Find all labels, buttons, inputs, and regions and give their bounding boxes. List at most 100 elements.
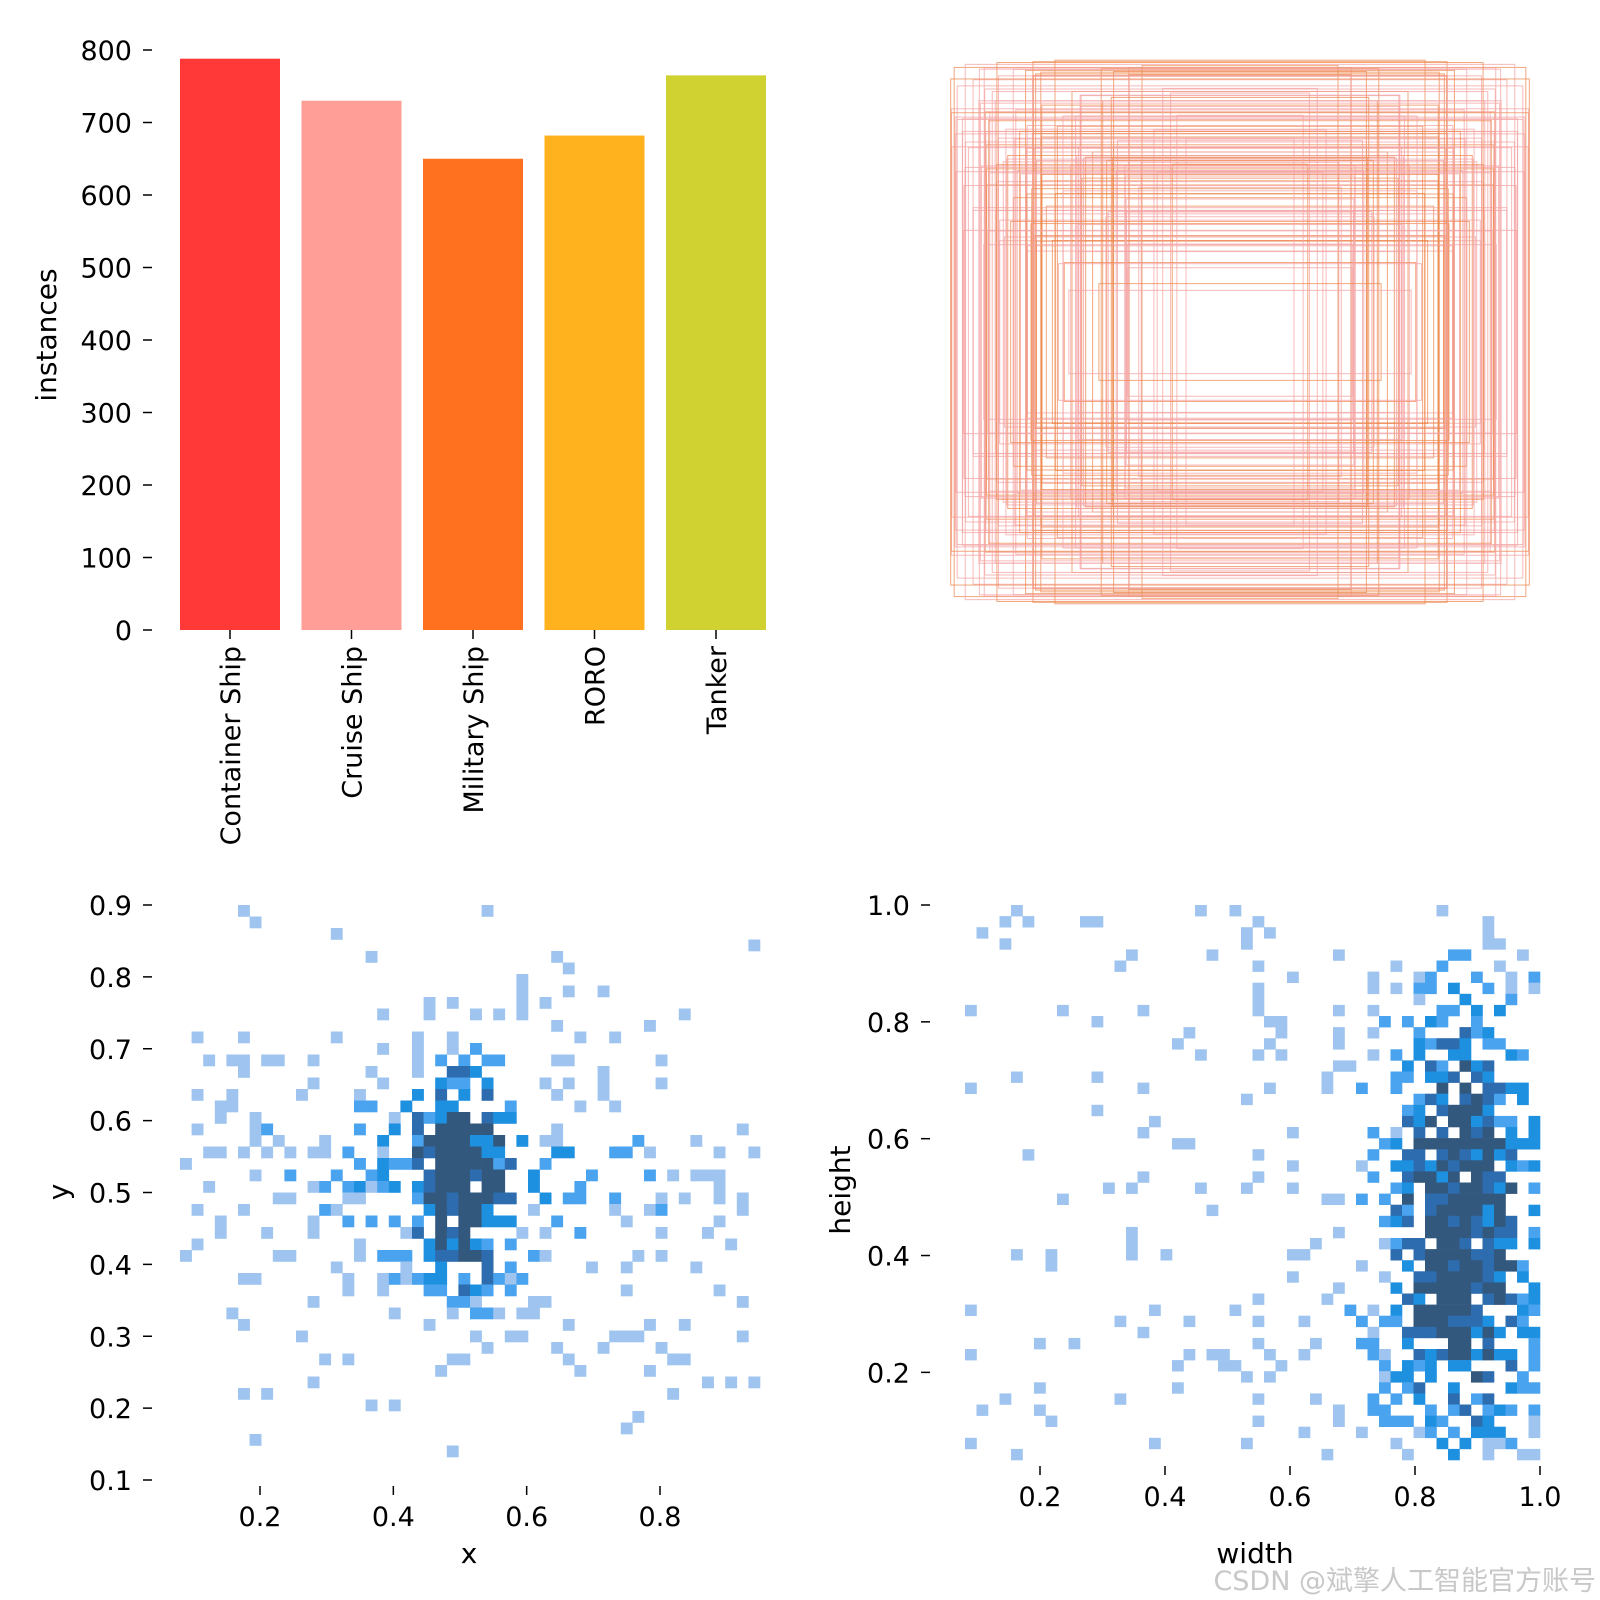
xy-cell-344 bbox=[655, 1054, 668, 1067]
wh-cell-18 bbox=[1034, 1404, 1046, 1416]
xy-cell-379 bbox=[748, 1376, 761, 1389]
xy-cell-107 bbox=[388, 1273, 401, 1285]
wh-cell-302 bbox=[1448, 1182, 1460, 1194]
xy-cell-249 bbox=[493, 1112, 506, 1124]
xy-cell-280 bbox=[528, 1204, 540, 1216]
wh-cell-247 bbox=[1425, 1271, 1437, 1283]
wh-cell-363 bbox=[1471, 1093, 1483, 1106]
wh-cell-248 bbox=[1425, 1282, 1437, 1294]
wh-cell-175 bbox=[1390, 1315, 1403, 1328]
xy-x-tick-label-2: 0.6 bbox=[505, 1502, 548, 1533]
wh-cell-311 bbox=[1448, 1282, 1460, 1294]
xy-cell-38 bbox=[261, 1227, 274, 1239]
wh-cell-132 bbox=[1356, 1426, 1368, 1439]
xy-cell-76 bbox=[354, 1100, 366, 1113]
wh-cell-402 bbox=[1482, 1149, 1495, 1161]
wh-cell-250 bbox=[1425, 1315, 1437, 1328]
xy-cell-311 bbox=[574, 1181, 587, 1193]
box-117 bbox=[956, 118, 1524, 546]
wh-cell-233 bbox=[1425, 1060, 1437, 1072]
xy-cell-137 bbox=[423, 1181, 436, 1193]
wh-cell-427 bbox=[1494, 938, 1506, 950]
xy-cell-2 bbox=[191, 1031, 204, 1044]
xy-cell-189 bbox=[458, 1066, 471, 1078]
xy-cell-256 bbox=[493, 1215, 506, 1228]
wh-cell-31 bbox=[1114, 960, 1127, 972]
wh-cell-131 bbox=[1356, 1337, 1368, 1350]
xy-cell-165 bbox=[435, 1365, 448, 1377]
wh-cell-372 bbox=[1471, 1193, 1483, 1205]
wh-cell-403 bbox=[1482, 1160, 1495, 1172]
wh-cell-138 bbox=[1367, 1127, 1380, 1139]
wh-x-tick-label-3: 0.8 bbox=[1394, 1482, 1437, 1513]
box-33 bbox=[1030, 223, 1450, 441]
xy-cell-22 bbox=[238, 1066, 250, 1078]
bar-x-tick-label-4: Tanker bbox=[702, 645, 733, 735]
xy-cell-122 bbox=[412, 1123, 424, 1136]
bar-x-tick-label-1: Cruise Ship bbox=[338, 646, 369, 799]
xy-cell-307 bbox=[562, 1319, 575, 1331]
wh-y-axis-label: height bbox=[824, 1145, 857, 1234]
box-55 bbox=[1025, 69, 1455, 595]
wh-cell-304 bbox=[1448, 1204, 1460, 1217]
wh-cell-351 bbox=[1459, 1326, 1472, 1339]
wh-cell-298 bbox=[1448, 1138, 1460, 1150]
wh-cell-118 bbox=[1333, 1060, 1345, 1072]
box-81 bbox=[1153, 129, 1327, 535]
xy-cell-346 bbox=[655, 1192, 668, 1205]
wh-cell-320 bbox=[1448, 1393, 1460, 1405]
xy-cell-9 bbox=[203, 1181, 216, 1193]
box-119 bbox=[1077, 224, 1403, 440]
wh-cell-218 bbox=[1413, 1271, 1426, 1283]
wh-cell-67 bbox=[1241, 927, 1253, 939]
wh-cell-395 bbox=[1482, 1071, 1495, 1083]
wh-cell-251 bbox=[1425, 1326, 1437, 1339]
xy-cell-114 bbox=[400, 1261, 413, 1274]
xy-cell-324 bbox=[609, 1146, 622, 1159]
box-107 bbox=[997, 137, 1483, 527]
xy-cell-236 bbox=[481, 1181, 494, 1193]
wh-cell-117 bbox=[1333, 1038, 1345, 1050]
xy-cell-338 bbox=[644, 1020, 656, 1032]
xy-cell-47 bbox=[284, 1250, 297, 1262]
wh-cell-509 bbox=[1528, 1415, 1541, 1427]
wh-cell-192 bbox=[1402, 1238, 1414, 1250]
xy-cell-172 bbox=[446, 1112, 459, 1124]
wh-cell-301 bbox=[1448, 1171, 1460, 1183]
wh-cell-331 bbox=[1459, 1093, 1472, 1106]
wh-cell-445 bbox=[1494, 1271, 1506, 1283]
wh-cell-182 bbox=[1402, 1071, 1414, 1083]
box-86 bbox=[1125, 198, 1355, 466]
wh-cell-19 bbox=[1045, 1249, 1058, 1261]
wh-cell-63 bbox=[1218, 1360, 1230, 1372]
wh-cell-369 bbox=[1471, 1160, 1483, 1172]
box-91 bbox=[1010, 220, 1470, 444]
wh-cell-296 bbox=[1448, 1104, 1460, 1117]
wh-cell-428 bbox=[1494, 960, 1506, 972]
box-108 bbox=[1185, 138, 1295, 526]
wh-cell-397 bbox=[1482, 1093, 1495, 1106]
wh-cell-407 bbox=[1482, 1204, 1495, 1217]
xy-cell-210 bbox=[470, 1043, 482, 1055]
wh-cell-140 bbox=[1367, 1171, 1380, 1183]
xy-cell-84 bbox=[365, 1066, 378, 1078]
wh-cell-92 bbox=[1275, 1016, 1288, 1028]
xy-cell-160 bbox=[435, 1238, 448, 1251]
xy-x-tick-label-0: 0.2 bbox=[239, 1502, 282, 1533]
xy-cell-148 bbox=[435, 1100, 448, 1113]
wh-cell-422 bbox=[1482, 1404, 1495, 1416]
wh-cell-40 bbox=[1137, 1082, 1150, 1094]
bar-y-tick-label-7: 700 bbox=[80, 109, 132, 140]
wh-cell-14 bbox=[1022, 916, 1035, 928]
xy-cell-335 bbox=[632, 1250, 645, 1262]
box-75 bbox=[1076, 154, 1404, 510]
xy-cell-41 bbox=[272, 1135, 285, 1147]
wh-cell-472 bbox=[1505, 1382, 1518, 1394]
wh-cell-127 bbox=[1356, 1160, 1368, 1172]
wh-cell-308 bbox=[1448, 1249, 1460, 1261]
wh-cell-257 bbox=[1425, 1426, 1437, 1439]
xy-cell-49 bbox=[296, 1330, 308, 1343]
xy-cell-176 bbox=[446, 1158, 459, 1170]
xy-cell-104 bbox=[388, 1181, 401, 1193]
xy-cell-316 bbox=[586, 1261, 598, 1274]
